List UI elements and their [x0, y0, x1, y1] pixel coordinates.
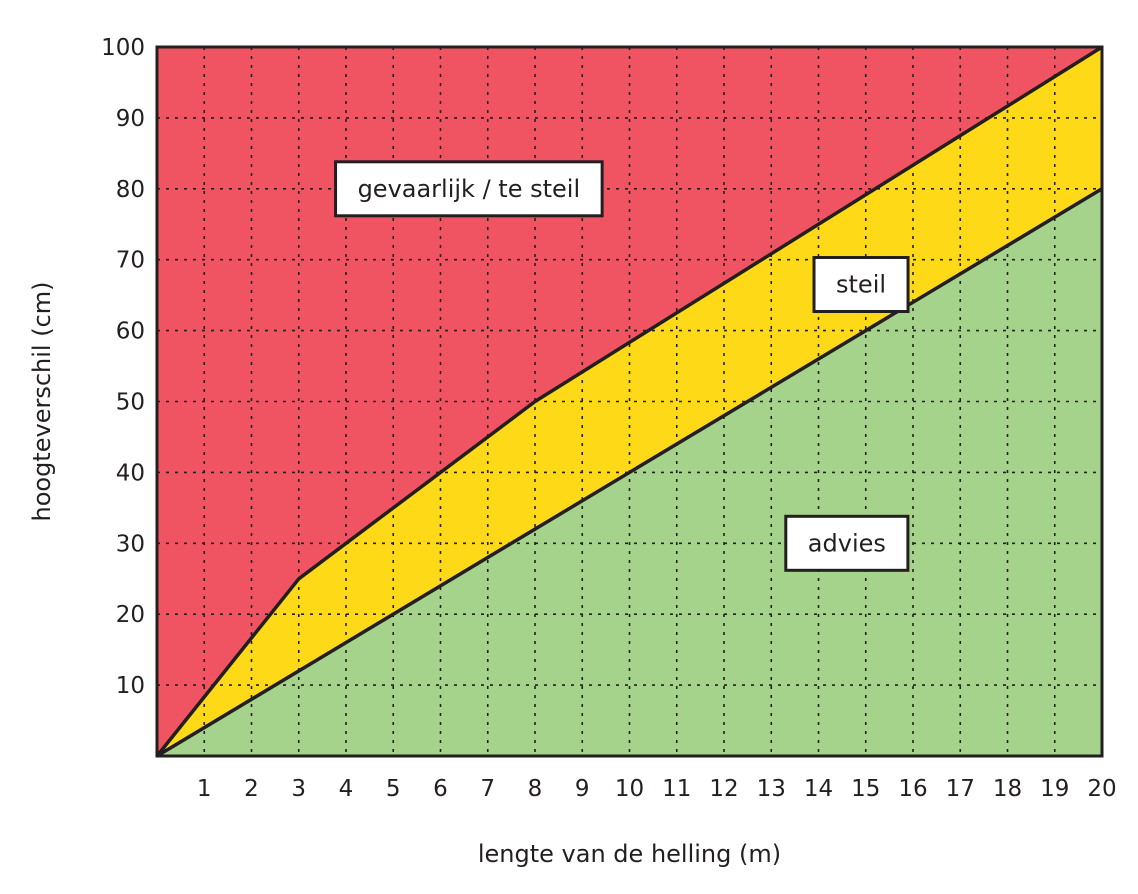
- y-tick-label: 30: [116, 531, 145, 557]
- y-tick-label: 10: [116, 673, 145, 699]
- zone-label-steep: steil: [836, 271, 886, 299]
- zone-label-steep-box: steil: [812, 256, 910, 314]
- zone-labels: gevaarlijk / te steil steil advies: [334, 160, 910, 572]
- boundary-line-lower: [156, 187, 1103, 758]
- zone-label-advice-frame: [784, 514, 910, 572]
- y-tick-label: 60: [116, 319, 145, 345]
- y-axis-title: hoogteverschil (cm): [28, 282, 56, 522]
- x-tick-label: 14: [804, 776, 833, 802]
- zone-label-dangerous: gevaarlijk / te steil: [358, 175, 581, 203]
- boundary-lines: [155, 45, 1103, 758]
- boundary-line-upper: [155, 45, 1103, 758]
- x-tick-label: 9: [575, 776, 590, 802]
- x-tick-label: 8: [528, 776, 543, 802]
- x-tick-label: 10: [615, 776, 644, 802]
- x-tick-label: 5: [386, 776, 401, 802]
- zone-label-advice-box: advies: [784, 514, 910, 572]
- zone-label-steep-frame: [812, 256, 910, 314]
- x-tick-label: 20: [1087, 776, 1116, 802]
- x-tick-label: 6: [433, 776, 448, 802]
- y-tick-label: 80: [116, 177, 145, 203]
- x-tick-label: 18: [993, 776, 1022, 802]
- x-tick-label: 19: [1040, 776, 1069, 802]
- x-tick-label: 7: [480, 776, 495, 802]
- y-tick-label: 50: [116, 390, 145, 416]
- x-tick-label: 13: [757, 776, 786, 802]
- x-tick-label: 17: [946, 776, 975, 802]
- y-tick-label: 100: [101, 35, 145, 61]
- zone-label-dangerous-box: gevaarlijk / te steil: [334, 160, 604, 218]
- x-tick-label: 2: [244, 776, 259, 802]
- x-tick-label: 16: [898, 776, 927, 802]
- zone-label-dangerous-frame: [334, 160, 604, 218]
- x-tick-label: 11: [662, 776, 691, 802]
- y-tick-label: 20: [116, 602, 145, 628]
- y-tick-label: 90: [116, 106, 145, 132]
- x-tick-label: 15: [851, 776, 880, 802]
- x-tick-label: 12: [709, 776, 738, 802]
- plot-frame: [155, 45, 1104, 758]
- x-tick-label: 1: [197, 776, 212, 802]
- y-tick-label: 40: [116, 460, 145, 486]
- zone-label-advice: advies: [808, 529, 886, 557]
- x-tick-label: 3: [291, 776, 306, 802]
- x-tick-label: 4: [339, 776, 354, 802]
- tick-labels: 1 2 3 4 5 6 7 8 9 10 11 12 13 14 15 16 17 18 19 20102030405…: [101, 35, 1117, 802]
- x-axis-title: lengte van de helling (m): [478, 840, 781, 868]
- y-tick-label: 70: [116, 248, 145, 274]
